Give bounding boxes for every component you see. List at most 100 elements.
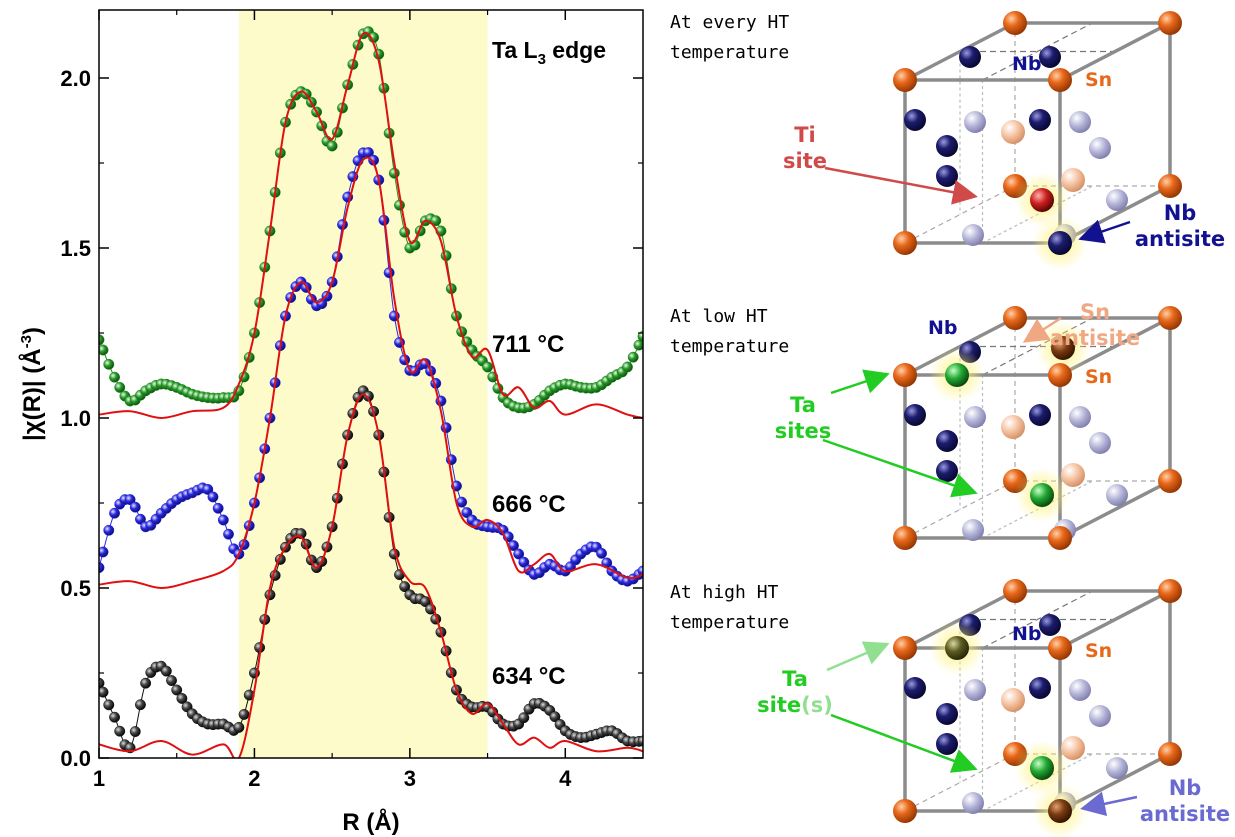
data-point-711 — [388, 167, 400, 179]
nb-atom-back — [1069, 679, 1091, 701]
sn-atom — [1003, 11, 1027, 35]
data-point-634 — [160, 665, 172, 677]
data-point-711 — [430, 215, 442, 227]
data-point-666 — [109, 507, 120, 519]
fit-line-634 — [99, 393, 643, 758]
cube-edge — [1059, 479, 1171, 540]
panel-low-ht: At low HT temperature Nb Sn Sn antisite … — [670, 300, 1182, 550]
x-tick-label: 1 — [93, 766, 105, 791]
data-point-634 — [129, 726, 141, 738]
ta-site-label-line1: Ta — [782, 667, 808, 691]
sn-atom-back — [1061, 736, 1085, 760]
data-point-711 — [326, 140, 338, 152]
ti-arrow — [824, 166, 978, 205]
cube-edge — [904, 480, 1016, 539]
data-point-634 — [238, 708, 250, 720]
sn-atom-back — [1061, 463, 1085, 487]
series-label-711: 711 °C — [492, 331, 564, 358]
data-point-666 — [518, 556, 530, 568]
y-tick-label: 1.0 — [60, 406, 91, 431]
sn-atom — [893, 231, 917, 255]
sn-atom — [893, 363, 917, 387]
sn-atom — [893, 526, 917, 550]
ta-atom — [1030, 756, 1054, 780]
nb-label: Nb — [1012, 53, 1042, 75]
data-point-666 — [217, 514, 229, 526]
sn-atom — [1003, 306, 1027, 330]
nb-antisite-label-line1: Nb — [1164, 201, 1197, 225]
panel-every-ht: At every HT temperature Nb Sn Ti site Nb… — [670, 11, 1225, 271]
nb-atom — [1039, 46, 1061, 68]
x-tick-label: 2 — [248, 766, 260, 791]
unit-cell-3 — [893, 579, 1182, 837]
panel-2-caption-line1: At low HT — [670, 306, 768, 327]
ta-site-label-line2: site(s) — [757, 693, 833, 717]
nb-antisite-atom — [1048, 231, 1072, 255]
data-point-711 — [99, 344, 109, 356]
ti-site-label-line1: Ti — [794, 123, 816, 147]
data-point-666 — [513, 548, 525, 560]
nb-atom-back — [1089, 705, 1111, 727]
data-point-666 — [129, 501, 141, 513]
data-point-666 — [134, 513, 146, 525]
data-point-634 — [134, 699, 146, 711]
nb-atom — [1029, 677, 1051, 699]
data-point-634 — [233, 721, 245, 733]
sn-antisite-atom — [1051, 336, 1075, 360]
data-point-666 — [103, 524, 115, 536]
sn-atom — [1158, 469, 1182, 493]
nb-atom-back — [1106, 189, 1128, 211]
nb-label: Nb — [1012, 623, 1042, 645]
nb-atom-back — [1106, 757, 1128, 779]
nb-atom-back — [964, 111, 986, 133]
data-point-634 — [176, 692, 188, 704]
sn-label: Sn — [1085, 366, 1112, 388]
crystal-site-diagram: At every HT temperature Nb Sn Ti site Nb… — [670, 11, 1230, 837]
ta-arrow-lower — [822, 438, 978, 498]
data-point-634 — [109, 711, 120, 723]
nb-antisite-arrow — [1078, 219, 1131, 244]
x-tick-label: 3 — [404, 766, 416, 791]
panel-1-caption-line2: temperature — [670, 42, 789, 63]
nb-atom — [936, 135, 958, 157]
ta-arrow-upper — [830, 369, 890, 395]
unit-cell-1 — [893, 11, 1182, 271]
nb-antisite-label-line1: Nb — [1169, 776, 1202, 800]
nb-atom-back — [1106, 484, 1128, 506]
sn-atom — [1158, 579, 1182, 603]
fit-line-711 — [99, 31, 643, 420]
data-point-634 — [362, 390, 374, 402]
sn-atom — [1048, 636, 1072, 660]
sn-label: Sn — [1085, 640, 1112, 662]
data-point-711 — [622, 361, 633, 373]
panel-3-caption-line2: temperature — [670, 612, 789, 633]
panel-3-caption-line1: At high HT — [670, 582, 779, 603]
nb-atom — [936, 733, 958, 755]
ti-atom — [1030, 188, 1054, 212]
sn-atom-back — [1001, 120, 1025, 144]
nb-atom-back — [962, 519, 984, 541]
sn-atom — [1158, 306, 1182, 330]
ta-arrow-lower — [830, 713, 978, 773]
data-point-711 — [103, 358, 115, 370]
nb-atom-back — [1069, 111, 1091, 133]
cube-edge — [904, 316, 1016, 377]
sn-atom-back — [1001, 688, 1025, 712]
nb-atom — [904, 677, 926, 699]
y-tick-label: 0.0 — [60, 746, 91, 771]
sn-antisite-label-line2: antisite — [1050, 326, 1140, 350]
y-tick-label: 2.0 — [60, 66, 91, 91]
fit-line-666 — [99, 156, 643, 590]
data-point-634 — [171, 684, 183, 696]
ta-atom — [945, 363, 969, 387]
sn-antisite-arrow — [1022, 316, 1062, 343]
y-axis-label: |χ(R)| (Å-3) — [18, 327, 46, 441]
data-point-634 — [99, 686, 109, 698]
sn-atom — [1003, 579, 1027, 603]
data-point-666 — [207, 491, 219, 503]
sn-atom — [1048, 526, 1072, 550]
data-point-711 — [482, 361, 494, 373]
nb-atom-back — [964, 406, 986, 428]
nb-atom-back — [1089, 137, 1111, 159]
ta-atom — [1030, 483, 1054, 507]
